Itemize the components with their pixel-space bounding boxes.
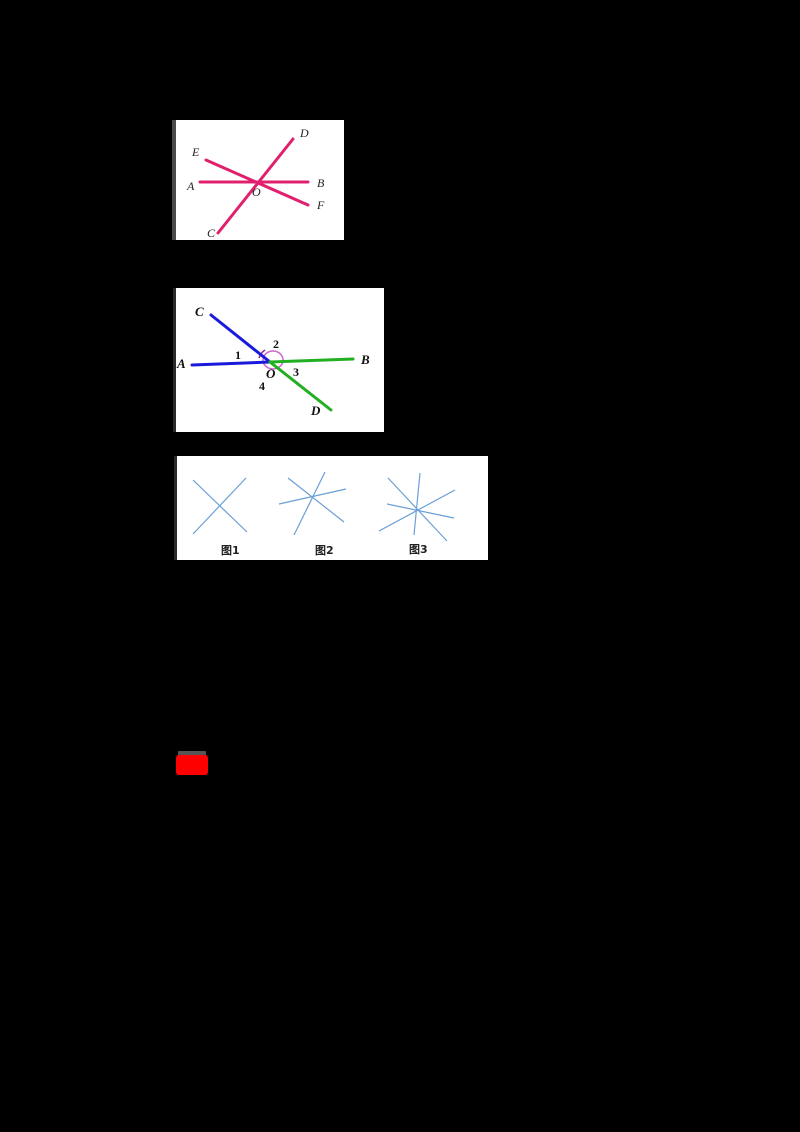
figure-three-lines: A B C D E F O [172,120,344,240]
caption-fig3: 图3 [409,543,428,556]
three-lines-diagram: A B C D E F O [186,126,325,240]
label-F: F [316,198,325,212]
caption-fig2: 图2 [315,544,334,557]
label-A: A [186,179,195,193]
label-E: E [191,145,200,159]
label-D: D [310,403,321,418]
angle-3: 3 [293,365,299,379]
caption-fig1: 图1 [221,544,240,557]
label-O: O [252,185,261,199]
figure-angles: A B C D O 1 2 3 4 [173,288,384,432]
label-B: B [360,352,370,367]
label-O: O [266,366,276,381]
figure-line-sets: 图1 图2 图3 [174,456,488,560]
red-stamp [176,755,208,775]
angle-2: 2 [273,337,279,351]
figure-edge [174,456,177,560]
label-D: D [299,126,309,140]
label-C: C [195,304,204,319]
figure-edge [172,120,176,240]
angle-1: 1 [235,348,241,362]
label-A: A [176,356,186,371]
label-C: C [207,226,216,240]
label-B: B [317,176,325,190]
angles-diagram: A B C D O 1 2 3 4 [176,304,370,418]
figure-edge [173,288,176,432]
angle-4: 4 [259,379,265,393]
line-sets-diagram: 图1 图2 图3 [192,471,456,557]
